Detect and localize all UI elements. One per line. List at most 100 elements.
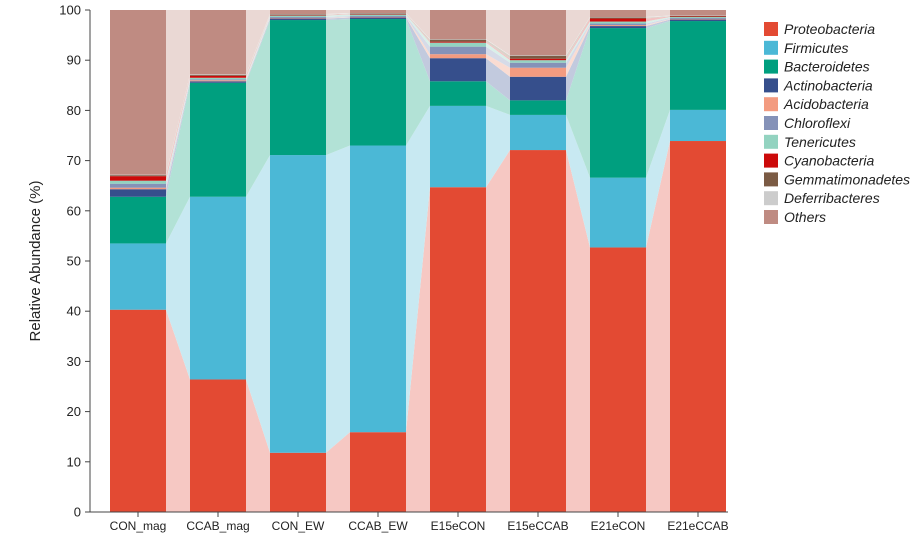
y-tick-label: 80 bbox=[67, 103, 81, 118]
legend-label: Acidobacteria bbox=[783, 96, 869, 112]
bar-segment bbox=[350, 16, 406, 18]
flow-band bbox=[246, 15, 270, 80]
flow-band bbox=[566, 28, 590, 178]
bar-segment bbox=[270, 452, 326, 512]
bar-segment bbox=[430, 187, 486, 512]
legend-swatch bbox=[764, 78, 778, 93]
x-tick-label: CCAB_mag bbox=[186, 519, 249, 533]
flow-band bbox=[246, 14, 270, 75]
bar-segment bbox=[430, 105, 486, 188]
x-tick-label: E21eCON bbox=[591, 519, 646, 533]
flow-band bbox=[406, 17, 430, 82]
legend: Proteobacteria Firmicutes Bacteroidetes Act… bbox=[764, 21, 910, 225]
bar-segment bbox=[510, 150, 566, 513]
flow-band bbox=[646, 21, 670, 178]
flow-band bbox=[486, 46, 510, 68]
bar-segment bbox=[110, 10, 166, 175]
flow-band bbox=[486, 58, 510, 101]
bar-segment bbox=[190, 74, 246, 76]
flow-band bbox=[326, 145, 350, 453]
legend-swatch bbox=[764, 97, 778, 112]
flow-band bbox=[406, 13, 430, 40]
flow-band bbox=[326, 14, 350, 16]
bar-segment bbox=[350, 13, 406, 14]
bar-segment bbox=[270, 18, 326, 19]
bar-segment bbox=[190, 379, 246, 512]
flow-band bbox=[406, 14, 430, 43]
bar-segment bbox=[110, 174, 166, 176]
flow-band bbox=[566, 10, 590, 56]
bar-segment bbox=[670, 18, 726, 20]
legend-swatch bbox=[764, 172, 778, 187]
bar-segment bbox=[510, 58, 566, 61]
bar-segment bbox=[670, 17, 726, 19]
flow-band bbox=[326, 13, 350, 15]
bar-segment bbox=[110, 243, 166, 310]
bar-segment bbox=[190, 79, 246, 81]
y-axis-title: Relative Abundance (%) bbox=[27, 181, 44, 342]
x-tick-label: E15eCCAB bbox=[507, 519, 568, 533]
flow-band bbox=[166, 74, 190, 177]
flow-band bbox=[646, 16, 670, 19]
bar-segment bbox=[430, 39, 486, 42]
y-tick-label: 60 bbox=[67, 203, 81, 218]
bar-segment bbox=[510, 60, 566, 63]
flow-band bbox=[566, 17, 590, 56]
bar-segment bbox=[110, 180, 166, 184]
flow-band bbox=[326, 14, 350, 18]
bar-segment bbox=[110, 196, 166, 244]
y-tick-label: 100 bbox=[59, 3, 81, 18]
bar-segment bbox=[510, 67, 566, 77]
bar-segment bbox=[110, 176, 166, 181]
flow-band bbox=[646, 18, 670, 26]
y-tick-label: 40 bbox=[67, 304, 81, 319]
bar-segment bbox=[590, 247, 646, 513]
flow-band bbox=[246, 14, 270, 76]
flow-band bbox=[246, 379, 270, 512]
bar-segment bbox=[270, 14, 326, 16]
legend-label: Tenericutes bbox=[784, 134, 856, 150]
bar-segment bbox=[110, 183, 166, 188]
bar-segment bbox=[590, 10, 646, 18]
bar-segment bbox=[190, 75, 246, 78]
bars bbox=[110, 10, 726, 513]
flow-band bbox=[486, 54, 510, 77]
bar-segment bbox=[590, 17, 646, 18]
flow-band bbox=[646, 141, 670, 512]
flow-band bbox=[246, 17, 270, 81]
flow-band bbox=[566, 17, 590, 59]
bar-segment bbox=[430, 54, 486, 59]
bar-segment bbox=[110, 309, 166, 512]
bar-segment bbox=[110, 175, 166, 177]
bar-segment bbox=[670, 109, 726, 142]
x-tick-label: CON_mag bbox=[110, 519, 167, 533]
flow-band bbox=[566, 114, 590, 248]
bar-segment bbox=[430, 41, 486, 43]
bar-segment bbox=[670, 19, 726, 22]
flow-band bbox=[166, 82, 190, 244]
bar-segment bbox=[350, 17, 406, 20]
bar-segment bbox=[190, 81, 246, 83]
bar-segment bbox=[590, 28, 646, 178]
bar-segment bbox=[430, 58, 486, 82]
bar-segment bbox=[590, 177, 646, 248]
legend-label: Chloroflexi bbox=[784, 115, 851, 131]
bar-segment bbox=[270, 10, 326, 15]
bar-segment bbox=[350, 432, 406, 512]
legend-label: Bacteroidetes bbox=[784, 59, 870, 75]
legend-swatch bbox=[764, 191, 778, 206]
flow-band bbox=[246, 15, 270, 78]
flow-band bbox=[486, 150, 510, 513]
flow-band bbox=[566, 21, 590, 63]
bar-segment bbox=[350, 13, 406, 15]
bar-segment bbox=[430, 42, 486, 47]
flow-band bbox=[646, 109, 670, 248]
x-tick-label: E21eCCAB bbox=[667, 519, 728, 533]
bar-segment bbox=[510, 10, 566, 56]
bar-segment bbox=[350, 14, 406, 17]
bar-segment bbox=[670, 16, 726, 17]
flow-band bbox=[406, 10, 430, 40]
bar-segment bbox=[110, 189, 166, 197]
flow-band bbox=[406, 13, 430, 42]
bar-segment bbox=[350, 17, 406, 18]
